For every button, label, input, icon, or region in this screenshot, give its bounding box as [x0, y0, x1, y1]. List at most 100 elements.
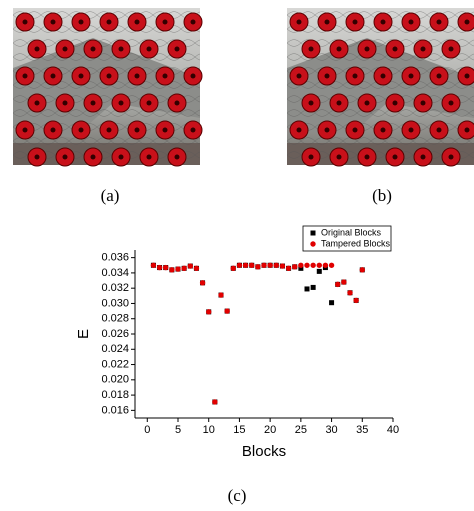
point	[329, 263, 334, 268]
point	[218, 292, 223, 297]
y-tick-label: 0.016	[101, 404, 129, 416]
photo-b	[287, 8, 474, 166]
photo-dot-center	[91, 47, 96, 52]
point	[305, 286, 310, 291]
figure: (a) (b) (c) 05101520253035400.0160.0180.…	[0, 0, 474, 511]
photo-dot-center	[191, 20, 196, 25]
y-tick-label: 0.032	[101, 282, 129, 294]
photo-dot-center	[325, 74, 330, 79]
photo-dot-center	[309, 155, 314, 160]
photo-dot-center	[23, 74, 28, 79]
point	[298, 263, 303, 268]
point	[323, 263, 328, 268]
caption: (b)	[372, 186, 392, 205]
photo-dot-center	[163, 128, 168, 133]
photo-dot-center	[337, 101, 342, 106]
photo-dot-center	[23, 20, 28, 25]
photo-dot-center	[297, 74, 302, 79]
photo-dot-center	[175, 47, 180, 52]
photo-dot-center	[437, 74, 442, 79]
y-tick-label: 0.020	[101, 374, 129, 386]
point	[311, 285, 316, 290]
point	[200, 280, 205, 285]
point	[280, 263, 285, 268]
point	[310, 263, 315, 268]
photo-dot-center	[437, 128, 442, 133]
photo-dot-center	[51, 20, 56, 25]
x-tick-label: 25	[295, 424, 307, 436]
photo-dot-center	[91, 101, 96, 106]
photo-dot-center	[79, 74, 84, 79]
point	[157, 265, 162, 270]
caption: (a)	[101, 186, 120, 205]
photo-dot-center	[35, 47, 40, 52]
photo-dot-center	[353, 74, 358, 79]
point	[206, 309, 211, 314]
point	[169, 267, 174, 272]
point	[274, 263, 279, 268]
photo-dot-center	[79, 128, 84, 133]
photo-dot-center	[163, 20, 168, 25]
photo-dot-center	[63, 155, 68, 160]
x-tick-label: 15	[233, 424, 245, 436]
x-tick-label: 20	[264, 424, 276, 436]
photo-dot-center	[337, 47, 342, 52]
legend-marker	[310, 241, 315, 246]
x-tick-label: 40	[387, 424, 399, 436]
point	[194, 266, 199, 271]
point	[188, 263, 193, 268]
y-tick-label: 0.024	[101, 343, 129, 355]
x-tick-label: 10	[203, 424, 215, 436]
y-tick-label: 0.036	[101, 252, 129, 264]
point	[267, 263, 272, 268]
photo-dot-center	[393, 47, 398, 52]
point	[212, 399, 217, 404]
photo-dot-center	[437, 20, 442, 25]
photo-dot-center	[325, 20, 330, 25]
photo-dot-center	[135, 20, 140, 25]
point	[292, 264, 297, 269]
photo-dot-center	[449, 155, 454, 160]
point	[237, 263, 242, 268]
caption: (c)	[228, 486, 247, 505]
photo-dot-center	[107, 74, 112, 79]
photo-dot-center	[147, 155, 152, 160]
photo-dot-center	[107, 20, 112, 25]
photo-dot-center	[409, 128, 414, 133]
photo-dot-center	[465, 128, 470, 133]
point	[286, 266, 291, 271]
photo-dot-center	[175, 101, 180, 106]
photo-dot-center	[119, 101, 124, 106]
y-axis-label: E	[75, 329, 92, 339]
point	[181, 266, 186, 271]
photo-dot-center	[135, 74, 140, 79]
photo-dot-center	[63, 101, 68, 106]
legend-marker	[311, 231, 316, 236]
photo-dot-center	[91, 155, 96, 160]
legend-label: Tampered Blocks	[321, 238, 391, 248]
photo-dot-center	[365, 155, 370, 160]
photo-dot-center	[135, 128, 140, 133]
point	[249, 263, 254, 268]
photo-dot-center	[421, 101, 426, 106]
point	[151, 263, 156, 268]
photo-dot-center	[381, 20, 386, 25]
photo-dot-center	[309, 101, 314, 106]
x-tick-label: 35	[356, 424, 368, 436]
photo-dot-center	[393, 101, 398, 106]
photo-dot-center	[297, 128, 302, 133]
point	[341, 279, 346, 284]
photo-dot-center	[119, 155, 124, 160]
photo-dot-center	[297, 20, 302, 25]
y-tick-label: 0.028	[101, 313, 129, 325]
photo-dot-center	[421, 155, 426, 160]
point	[335, 282, 340, 287]
point	[317, 263, 322, 268]
photo-dot-center	[365, 47, 370, 52]
y-tick-label: 0.018	[101, 389, 129, 401]
photo-dot-center	[119, 47, 124, 52]
photo-dot-center	[353, 128, 358, 133]
x-tick-label: 5	[175, 424, 181, 436]
y-tick-label: 0.034	[101, 267, 129, 279]
y-tick-label: 0.022	[101, 358, 129, 370]
